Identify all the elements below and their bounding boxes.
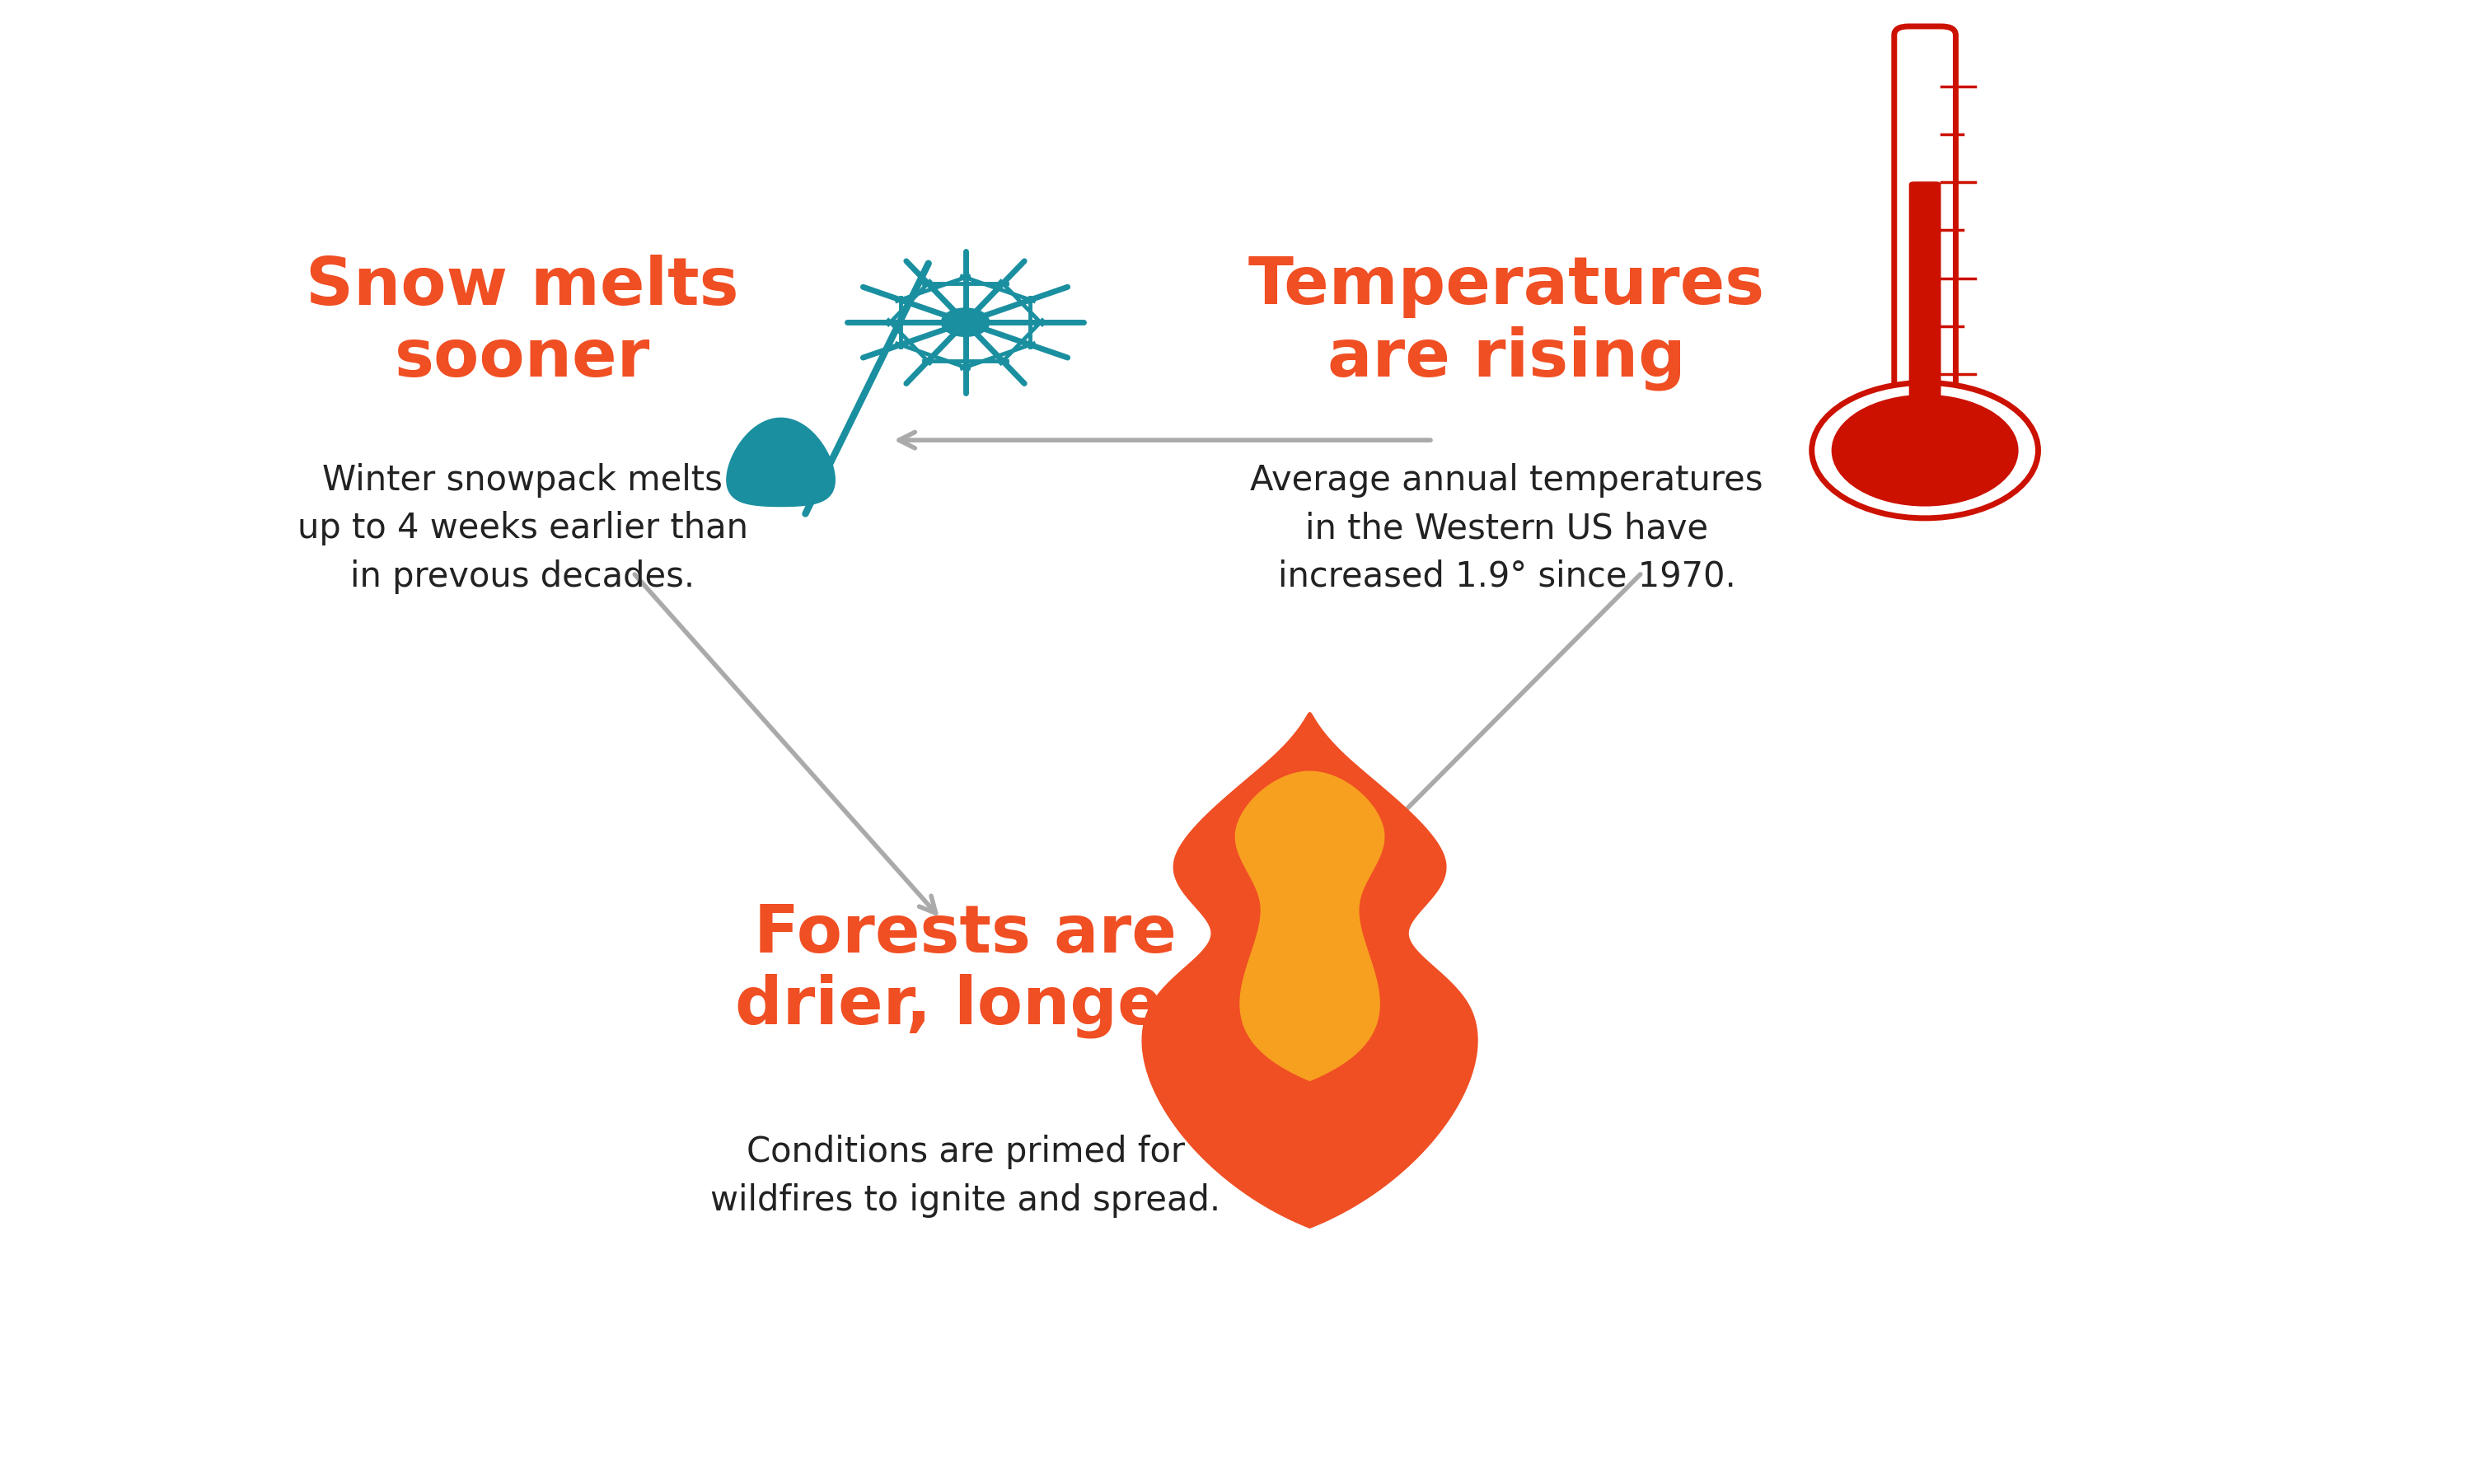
- Text: Snow melts
sooner: Snow melts sooner: [307, 254, 739, 390]
- Polygon shape: [1236, 772, 1384, 1080]
- Text: Average annual temperatures
in the Western US have
increased 1.9° since 1970.: Average annual temperatures in the Weste…: [1251, 463, 1763, 594]
- Text: Winter snowpack melts
up to 4 weeks earlier than
in prevous decades.: Winter snowpack melts up to 4 weeks earl…: [297, 463, 749, 594]
- Text: Forests are
drier, longer: Forests are drier, longer: [734, 902, 1196, 1039]
- FancyBboxPatch shape: [1908, 181, 1941, 444]
- Circle shape: [1812, 383, 2037, 518]
- Polygon shape: [727, 418, 836, 506]
- Polygon shape: [1142, 712, 1478, 1227]
- Circle shape: [1832, 395, 2020, 506]
- Circle shape: [942, 307, 989, 337]
- Text: Temperatures
are rising: Temperatures are rising: [1248, 254, 1765, 390]
- FancyBboxPatch shape: [1894, 27, 1955, 456]
- Text: Conditions are primed for
wildfires to ignite and spread.: Conditions are primed for wildfires to i…: [709, 1135, 1221, 1218]
